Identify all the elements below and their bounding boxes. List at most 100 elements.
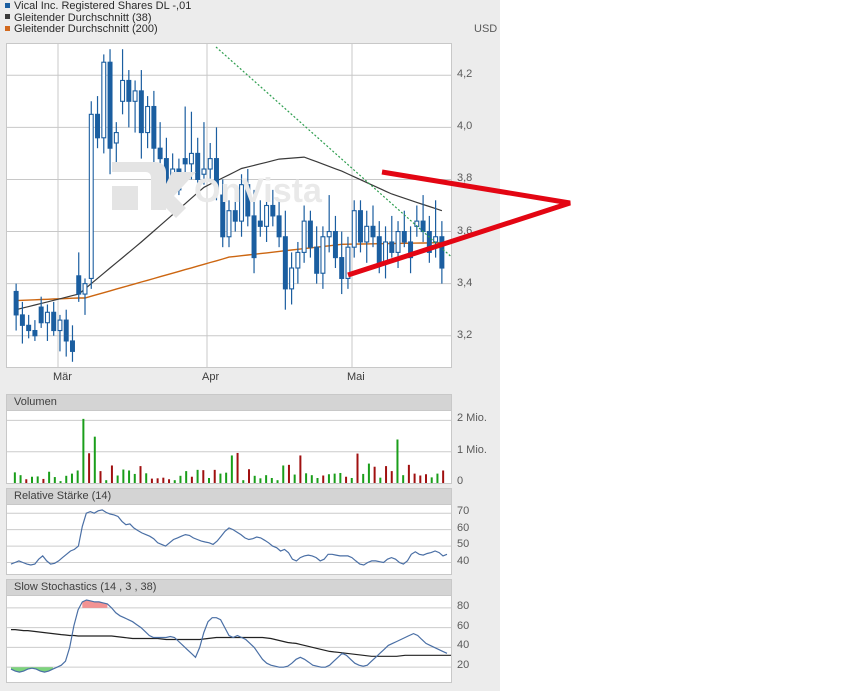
rsi-panel[interactable]: Relative Stärke (14) [6, 488, 452, 575]
candlestick [326, 195, 332, 253]
legend-label-ma38: Gleitender Durchschnitt (38) [14, 11, 152, 24]
candlestick [163, 137, 169, 201]
price-x-tick-Mai: Mai [347, 371, 365, 383]
candlestick [38, 296, 44, 328]
candlestick [63, 309, 69, 357]
candlestick [239, 174, 245, 237]
volume-y-tick: 0 [457, 475, 464, 487]
candlestick [19, 301, 25, 344]
stochastics-chart-svg [7, 599, 451, 673]
candlestick [289, 252, 295, 305]
rsi-y-tick: 50 [457, 538, 470, 551]
candlestick [44, 304, 50, 341]
candlestick [226, 200, 232, 248]
stochastics-signal-line [11, 628, 451, 657]
candlestick [220, 179, 226, 248]
stochastics-panel-title: Slow Stochastics (14 , 3 , 38) [6, 579, 452, 595]
price-x-tick-Mär: Mär [53, 371, 72, 383]
candlestick [257, 200, 263, 237]
candlestick [138, 70, 144, 159]
stochastics-y-tick: 60 [457, 619, 470, 632]
candlestick [282, 210, 288, 310]
candlestick [232, 189, 238, 232]
candlestick [57, 314, 63, 352]
candlestick [332, 215, 338, 269]
legend-color-swatch-instrument [5, 2, 10, 8]
candlestick [176, 158, 182, 196]
stochastics-y-tick: 80 [457, 599, 470, 612]
legend-color-swatch-ma38 [5, 14, 10, 20]
oversold-zone [11, 667, 53, 673]
candlestick [370, 205, 376, 248]
legend-item-instrument[interactable]: Vical Inc. Registered Shares DL -,01 [5, 0, 305, 13]
candlestick [426, 215, 432, 263]
price-y-tick-3,8: 3,8 [457, 172, 473, 185]
candlestick [195, 137, 201, 190]
price-y-tick-4,0: 4,0 [457, 120, 473, 133]
candlestick [351, 200, 357, 258]
price-x-tick-Apr: Apr [202, 371, 220, 383]
volume-panel[interactable]: Volumen [6, 394, 452, 484]
rsi-y-tick: 40 [457, 554, 470, 567]
legend-item-ma200[interactable]: Gleitender Durchschnitt (200) [5, 23, 305, 36]
rsi-panel-title: Relative Stärke (14) [6, 488, 452, 504]
price-axis-unit: USD [474, 23, 498, 35]
stochastics-panel[interactable]: Slow Stochastics (14 , 3 , 38) [6, 579, 452, 683]
candlestick [101, 54, 107, 154]
price-y-tick-4,2: 4,2 [457, 68, 473, 81]
candlestick [295, 241, 301, 284]
candlestick [188, 111, 194, 180]
volume-panel-title: Volumen [6, 394, 452, 410]
candlestick [389, 215, 395, 258]
candlestick [95, 96, 101, 149]
price-chart-frame[interactable] [6, 43, 452, 368]
candlestick [376, 221, 382, 274]
candlestick [245, 169, 251, 227]
candlestick [201, 122, 207, 185]
candlestick [408, 226, 414, 274]
candlestick [213, 127, 219, 201]
rsi-chart-svg [7, 509, 451, 566]
legend-color-swatch-ma200 [5, 25, 10, 31]
candlestick [414, 205, 420, 237]
candlestick [76, 252, 82, 302]
stochastics-k-line [10, 599, 448, 673]
rsi-line [10, 509, 448, 566]
candlestick [13, 283, 19, 331]
candlestick [420, 195, 426, 242]
candlestick [26, 314, 32, 339]
legend-item-ma38[interactable]: Gleitender Durchschnitt (38) [5, 11, 305, 25]
candlestick [270, 189, 276, 227]
stochastics-panel-body [6, 595, 452, 683]
candlestick [120, 49, 126, 115]
candlestick [82, 278, 88, 315]
candlestick [264, 184, 270, 242]
candlestick [383, 226, 389, 279]
volume-y-tick: 2 Mio. [457, 412, 487, 425]
legend-label-ma200: Gleitender Durchschnitt (200) [14, 23, 158, 35]
price-chart-svg [7, 44, 451, 367]
candlestick [276, 200, 282, 248]
candlestick [307, 210, 313, 258]
candlestick [339, 231, 345, 295]
legend-label-instrument: Vical Inc. Registered Shares DL -,01 [14, 0, 192, 12]
candlestick [314, 226, 320, 284]
stochastics-y-tick: 20 [457, 659, 470, 672]
candlestick [113, 122, 119, 167]
rsi-panel-body [6, 504, 452, 575]
volume-chart-svg [7, 418, 451, 483]
candlestick [145, 96, 151, 149]
candlestick [301, 205, 307, 263]
rsi-y-tick: 70 [457, 505, 470, 518]
candlestick [69, 325, 75, 362]
candlestick [157, 122, 163, 175]
candlestick [182, 106, 188, 175]
volume-y-tick: 1 Mio. [457, 443, 487, 456]
candlestick [207, 142, 213, 180]
candlestick [88, 101, 94, 289]
price-y-tick-3,4: 3,4 [457, 276, 473, 289]
candlestick [170, 153, 176, 206]
candlestick [126, 70, 132, 128]
candlestick [32, 320, 38, 341]
